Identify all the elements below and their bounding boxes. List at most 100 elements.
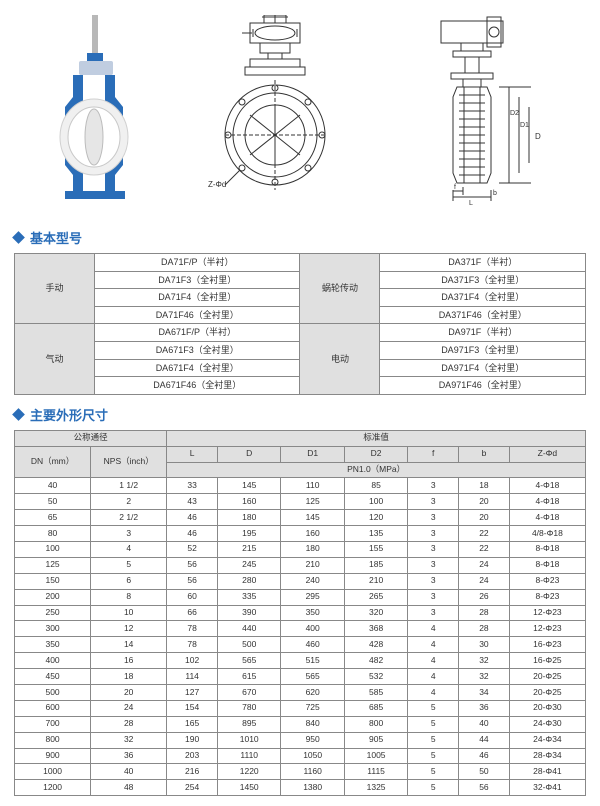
dim-cell: 22 [459,526,510,542]
col-header: D [218,446,281,462]
model-cell: DA71F/P（半衬） [94,254,300,272]
dim-cell: 1380 [281,780,344,796]
dim-cell: 180 [218,510,281,526]
dim-cell: 18 [459,478,510,494]
dim-cell: 500 [218,637,281,653]
col-header: DN（mm） [15,446,91,478]
model-cell: DA371F46（全衬里） [380,306,586,324]
dim-cell: 28 [91,716,167,732]
dim-cell: 400 [281,621,344,637]
label-D2: D2 [510,110,519,117]
model-cell: DA371F（半衬） [380,254,586,272]
dim-cell: 254 [167,780,218,796]
model-cell: DA971F3（全衬里） [380,341,586,359]
col-header: f [408,446,459,462]
table-row: 1506562802402103248-Φ23 [15,573,586,589]
dim-cell: 3 [408,494,459,510]
dim-cell: 8-Φ18 [509,557,585,573]
dim-cell: 48 [91,780,167,796]
dim-cell: 36 [91,748,167,764]
dim-cell: 460 [281,637,344,653]
dim-cell: 900 [15,748,91,764]
dim-cell: 1010 [218,732,281,748]
dim-cell: 46 [459,748,510,764]
dim-cell: 12 [91,621,167,637]
dim-cell: 368 [344,621,407,637]
dim-cell: 3 [408,510,459,526]
table-row: 80032190101095090554424-Φ34 [15,732,586,748]
model-cell: DA671F4（全衬里） [94,359,300,377]
col-header: Z-Φd [509,446,585,462]
dim-cell: 200 [15,589,91,605]
dim-cell: 32 [459,669,510,685]
dim-cell: 1 1/2 [91,478,167,494]
model-cell: DA671F46（全衬里） [94,377,300,395]
dim-cell: 26 [459,589,510,605]
dim-cell: 40 [459,716,510,732]
dim-cell: 240 [281,573,344,589]
table-row: 2008603352952653268-Φ23 [15,589,586,605]
dim-cell: 44 [459,732,510,748]
diamond-icon [12,408,25,421]
dim-cell: 700 [15,716,91,732]
dim-cell: 160 [218,494,281,510]
dim-cell: 145 [281,510,344,526]
dim-cell: 4 [408,685,459,701]
dim-cell: 4 [91,541,167,557]
dim-cell: 14 [91,637,167,653]
dim-cell: 65 [15,510,91,526]
dim-cell: 4 [408,669,459,685]
figure-row: Z-Φd [14,10,586,210]
dim-cell: 950 [281,732,344,748]
dim-cell: 295 [281,589,344,605]
dim-cell: 40 [15,478,91,494]
dim-cell: 210 [344,573,407,589]
model-cell: DA71F46（全衬里） [94,306,300,324]
dim-cell: 280 [218,573,281,589]
dim-cell: 114 [167,669,218,685]
dim-cell: 350 [15,637,91,653]
dim-cell: 565 [218,653,281,669]
dim-cell: 600 [15,700,91,716]
dim-cell: 24 [459,573,510,589]
dim-cell: 8-Φ23 [509,589,585,605]
dim-cell: 685 [344,700,407,716]
dim-cell: 150 [15,573,91,589]
dim-cell: 8-Φ23 [509,573,585,589]
dim-cell: 43 [167,494,218,510]
dim-cell: 32 [91,732,167,748]
dim-cell: 50 [459,764,510,780]
dim-cell: 22 [459,541,510,557]
dim-cell: 620 [281,685,344,701]
group-header-right: 标准值 [167,430,586,446]
dim-cell: 1115 [344,764,407,780]
dim-cell: 800 [344,716,407,732]
dim-cell: 165 [167,716,218,732]
dim-cell: 210 [281,557,344,573]
dim-cell: 450 [15,669,91,685]
dim-cell: 585 [344,685,407,701]
dim-cell: 56 [459,780,510,796]
pn-header: PN1.0（MPa） [167,462,586,478]
table-row: 10004021612201160111555028-Φ41 [15,764,586,780]
dim-cell: 500 [15,685,91,701]
dim-cell: 800 [15,732,91,748]
dim-cell: 185 [344,557,407,573]
dim-cell: 1160 [281,764,344,780]
dim-cell: 127 [167,685,218,701]
dim-cell: 180 [281,541,344,557]
dim-cell: 60 [167,589,218,605]
table-row: 300127844040036842812-Φ23 [15,621,586,637]
dim-cell: 10 [91,605,167,621]
dim-cell: 216 [167,764,218,780]
dim-cell: 515 [281,653,344,669]
table-row: 250106639035032032812-Φ23 [15,605,586,621]
dim-cell: 12-Φ23 [509,621,585,637]
dim-cell: 390 [218,605,281,621]
model-cell: DA971F4（全衬里） [380,359,586,377]
dim-cell: 12-Φ23 [509,605,585,621]
dim-cell: 155 [344,541,407,557]
model-cell: DA671F3（全衬里） [94,341,300,359]
col-header: b [459,446,510,462]
dim-cell: 46 [167,526,218,542]
